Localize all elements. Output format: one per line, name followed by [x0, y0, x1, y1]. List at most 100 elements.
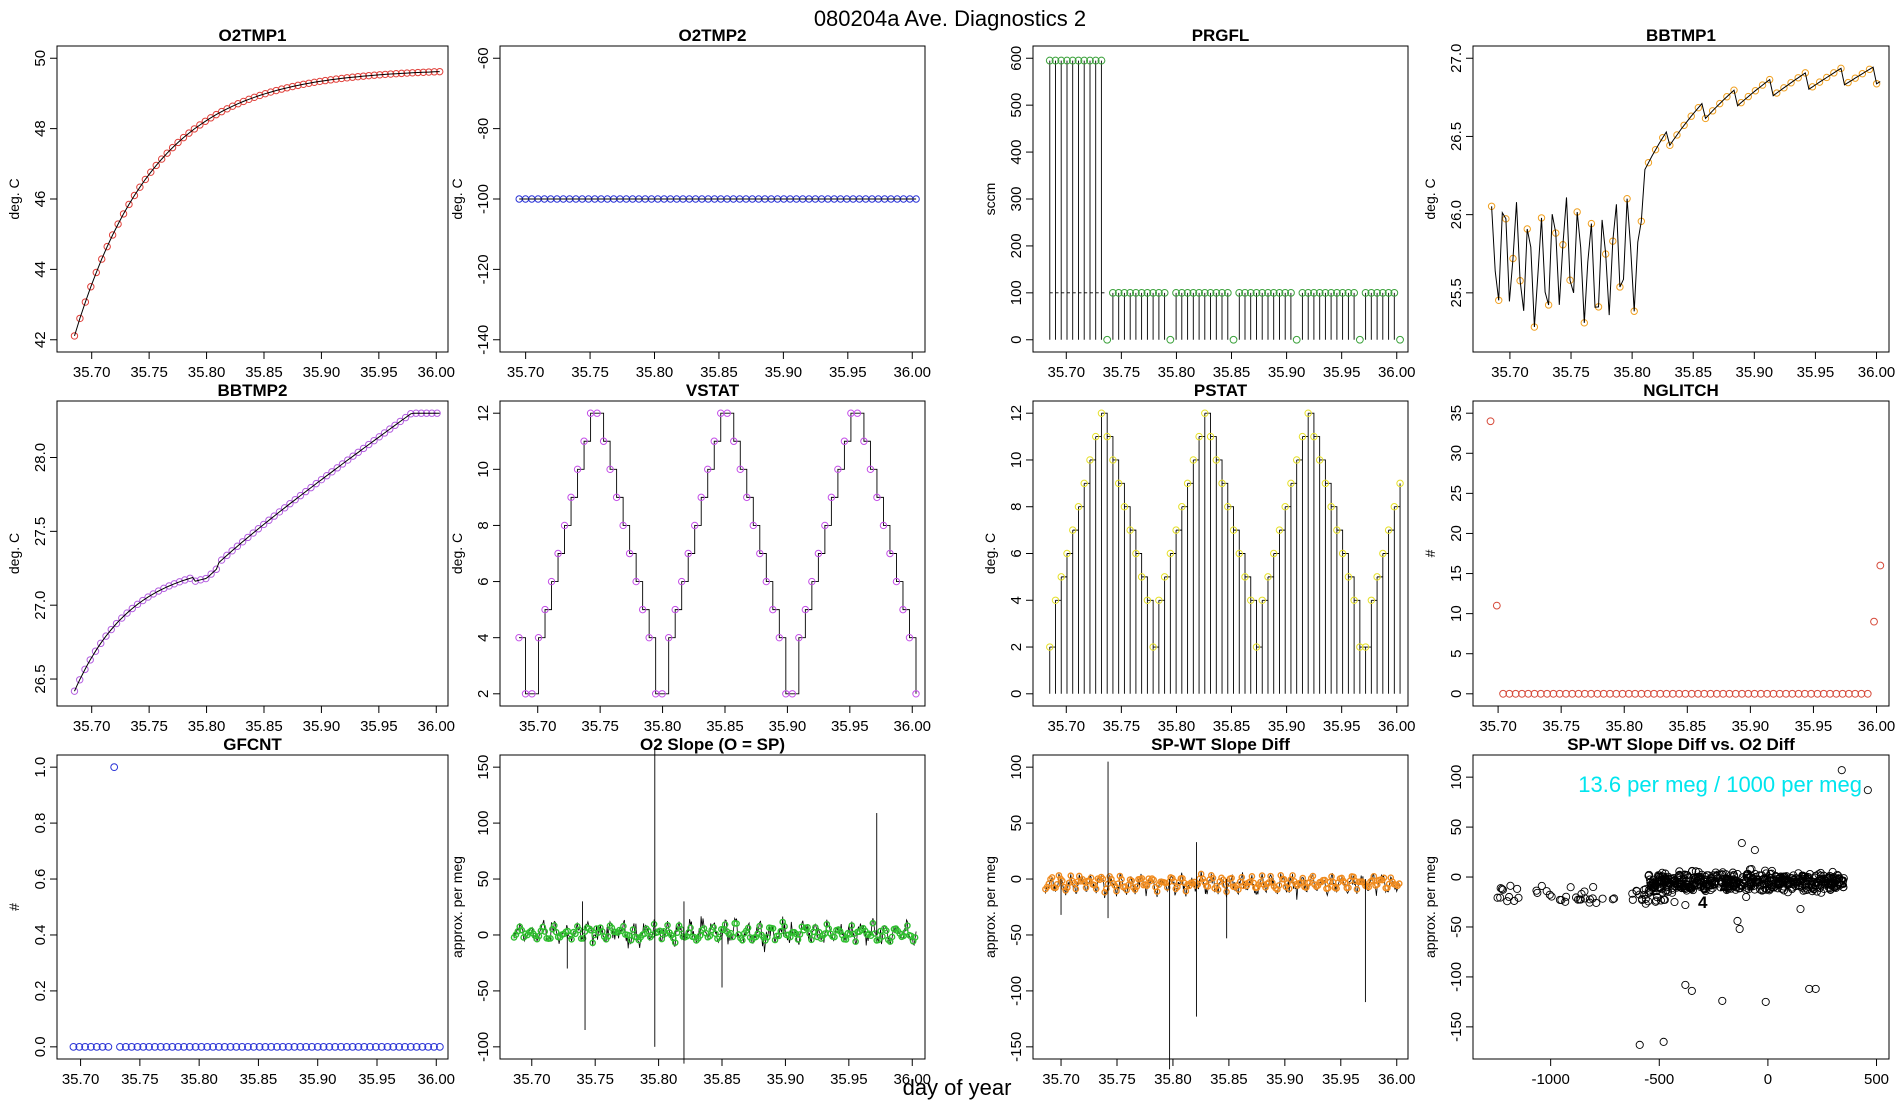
panel-title: PRGFL [1192, 26, 1250, 45]
outlier-point [1681, 900, 1690, 910]
panel-title: NGLITCH [1643, 381, 1719, 400]
data-point [1091, 432, 1100, 441]
data-point [1496, 884, 1505, 893]
data-point [1053, 880, 1061, 888]
panel-title: SP-WT Slope Diff vs. O2 Diff [1567, 735, 1795, 754]
data-point [349, 452, 357, 460]
digit-label: 4 [1720, 878, 1730, 897]
data-point [1729, 872, 1739, 881]
data-point [273, 1042, 281, 1051]
data-point [1807, 880, 1816, 889]
data-point [1795, 878, 1804, 887]
data-point [1132, 549, 1140, 558]
data-point [1212, 288, 1221, 297]
data-point [1396, 479, 1404, 488]
data-point [1828, 875, 1837, 884]
data-point [575, 926, 583, 934]
data-point [899, 605, 907, 614]
data-point [1711, 868, 1720, 877]
x-tick-label: 35.90 [767, 1071, 805, 1088]
data-point [147, 168, 155, 176]
data-point [518, 926, 525, 934]
data-point [1738, 689, 1746, 698]
data-point [1252, 643, 1261, 651]
data-point [568, 936, 575, 943]
outlier-point [1750, 846, 1759, 855]
data-point [886, 549, 894, 558]
data-point [1801, 69, 1810, 77]
data-point [144, 593, 152, 601]
data-point [104, 1042, 113, 1051]
data-point [1315, 288, 1324, 297]
data-point [1287, 479, 1295, 488]
data-point [412, 1042, 421, 1051]
data-point [1370, 873, 1378, 880]
data-point [1258, 288, 1267, 297]
data-point [1808, 83, 1817, 91]
x-tick-label: 35.90 [769, 718, 807, 735]
digit-label: 9 [1798, 868, 1807, 887]
data-point [1289, 872, 1296, 879]
panel-title: BBTMP2 [218, 381, 288, 400]
data-point [267, 1042, 276, 1051]
data-point [1788, 689, 1797, 698]
data-point [214, 1042, 223, 1051]
data-point [1091, 56, 1100, 65]
data-point [1235, 886, 1242, 893]
x-tick-label: 500 [1864, 1071, 1889, 1088]
data-point [853, 409, 862, 417]
data-point [1143, 882, 1151, 889]
data-point [1492, 601, 1501, 610]
data-point [1258, 872, 1266, 879]
data-point [1113, 887, 1120, 895]
data-point [1750, 689, 1759, 698]
data-point [842, 936, 850, 943]
data-point [1747, 871, 1756, 880]
data-point [1189, 456, 1198, 464]
data-point [1345, 884, 1352, 891]
x-tick-label: 35.95 [1323, 364, 1361, 381]
outlier-point [1837, 766, 1846, 775]
data-point [892, 577, 901, 586]
panel-9: O2 Slope (O = SP) 35.70 35.75 35.80 35.85 35.… [449, 735, 931, 1088]
data-point [150, 1042, 159, 1051]
data-point [139, 596, 147, 605]
data-point [272, 86, 280, 95]
data-point [1183, 288, 1192, 297]
data-point [302, 1042, 310, 1051]
x-tick-label: 36.00 [1378, 718, 1416, 735]
data-point [827, 493, 836, 502]
data-point [1074, 878, 1081, 886]
x-tick-label: 35.70 [62, 1071, 100, 1088]
y-tick-label: -60 [475, 47, 492, 69]
data-point [1206, 288, 1215, 297]
x-tick-label: 35.90 [299, 1071, 337, 1088]
data-point [796, 931, 804, 938]
data-point [1751, 87, 1760, 95]
data-point [567, 493, 575, 502]
x-tick-label: 36.00 [893, 364, 931, 381]
data-point [1857, 689, 1866, 698]
data-point [209, 1042, 217, 1051]
data-point [788, 690, 797, 698]
data-point [1505, 689, 1514, 698]
data-point [1332, 288, 1341, 297]
outlier-point [1761, 997, 1770, 1006]
data-point [139, 1042, 148, 1051]
data-point [220, 1042, 229, 1051]
data-point [1498, 885, 1507, 894]
data-point [606, 465, 614, 474]
digit-label: 0 [1784, 873, 1793, 892]
data-point [560, 521, 569, 530]
data-point [168, 143, 177, 152]
y-tick-label: 6 [1008, 549, 1025, 557]
data-point [1725, 689, 1734, 698]
data-point [1730, 86, 1738, 94]
data-point [535, 932, 543, 940]
data-point [1638, 894, 1647, 903]
x-tick-label: 35.70 [1042, 1071, 1080, 1088]
data-point [629, 926, 637, 933]
y-axis-label: sccm [982, 183, 998, 216]
figure-title: 080204a Ave. Diagnostics 2 [814, 6, 1086, 31]
data-point [1201, 409, 1209, 417]
